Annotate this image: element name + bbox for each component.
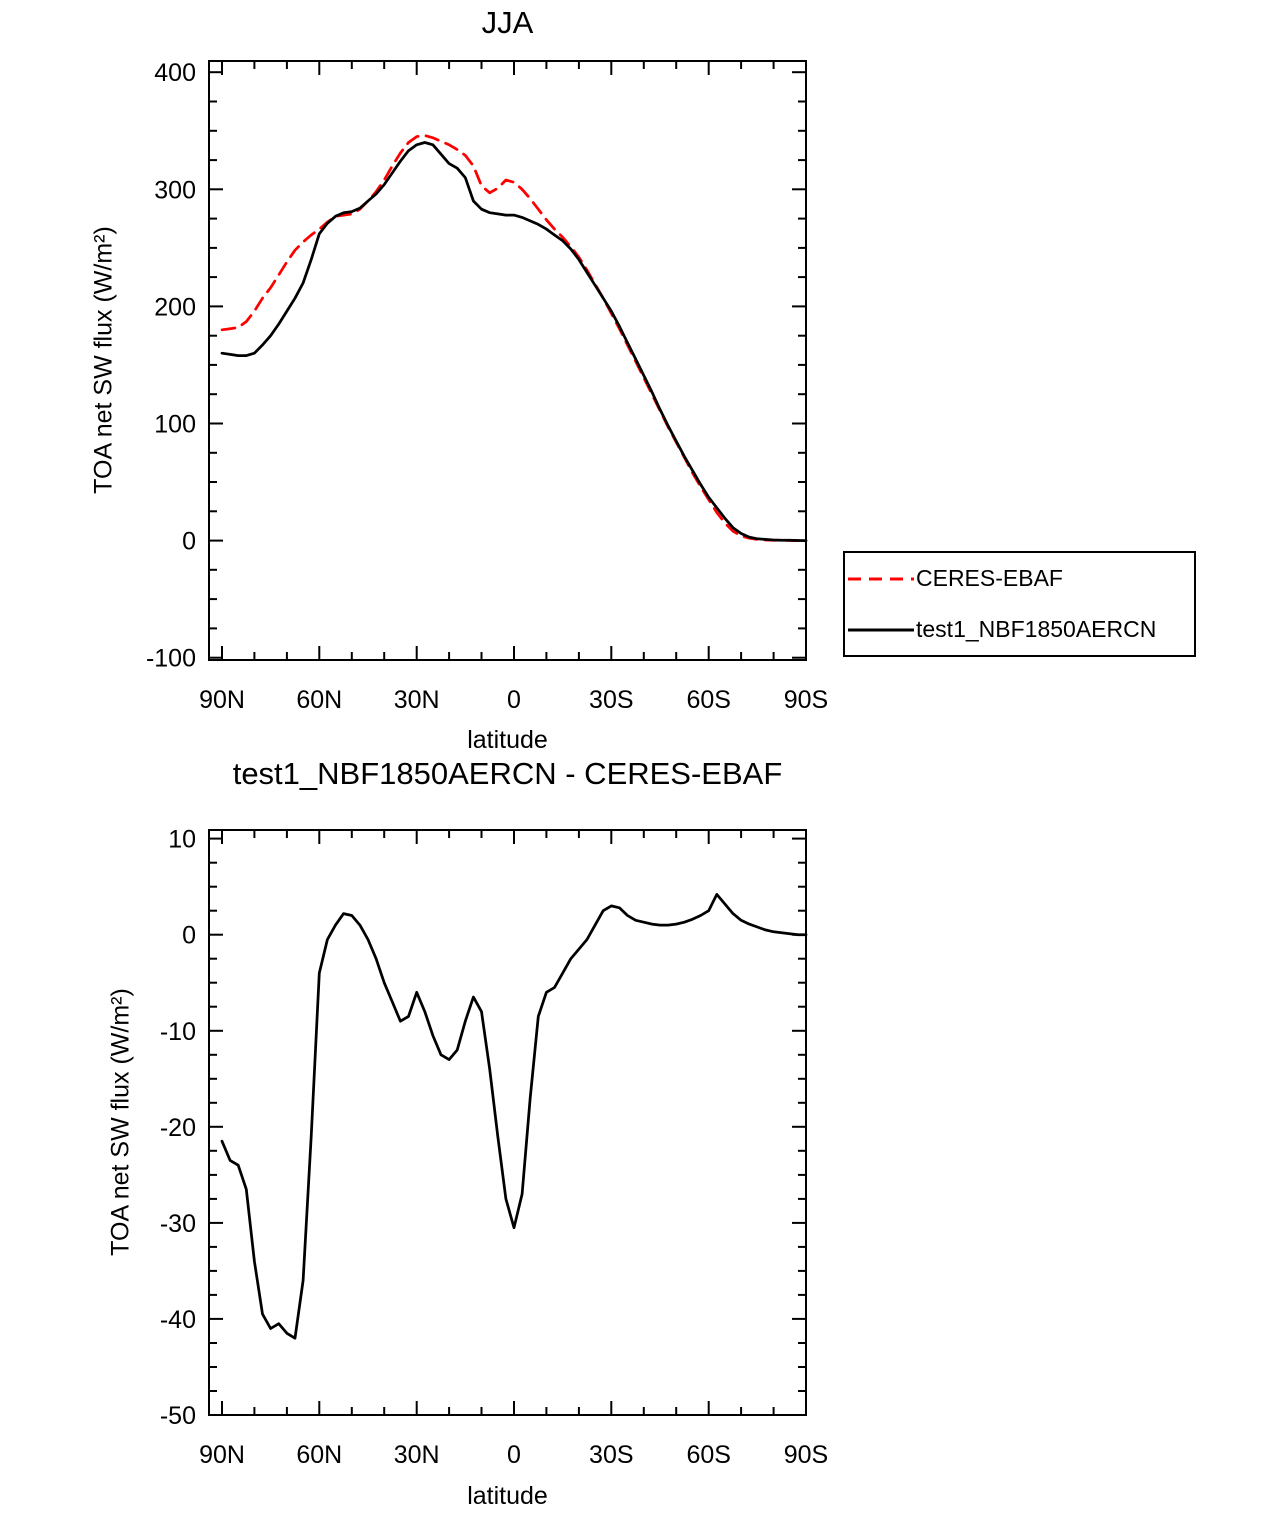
x-tick-label: 90N — [199, 1441, 245, 1469]
chart-1: 90N 60N 30N 0 30S 60S 90S 10 0 -10 -20 -30 -40 -50 — [160, 826, 828, 1469]
x-tick-label: 30S — [589, 686, 633, 714]
legend-label-test1: test1_NBF1850AERCN — [916, 616, 1157, 642]
y-tick-label: 400 — [154, 59, 196, 87]
legend-entry-ceres-ebaf: CERES-EBAF — [845, 553, 1194, 604]
x-tick-label: 60S — [686, 1441, 730, 1469]
y-tick-label: 10 — [168, 826, 196, 854]
x-tick-label: 30S — [589, 1441, 633, 1469]
legend-dashed-line-icon — [848, 577, 914, 580]
chart-1-series-0-line — [220, 893, 808, 1340]
top-chart-title: JJA — [481, 5, 534, 40]
y-tick-label: -20 — [160, 1114, 196, 1142]
legend-label-ceres-ebaf: CERES-EBAF — [916, 565, 1063, 591]
y-tick-label: 0 — [182, 528, 196, 556]
chart-1-ticks — [209, 830, 807, 1416]
y-tick-label: 300 — [154, 176, 196, 204]
top-chart-xlabel: latitude — [467, 726, 548, 754]
y-tick-label: -100 — [146, 645, 196, 673]
y-tick-label: 200 — [154, 293, 196, 321]
legend-solid-line-icon — [848, 628, 914, 631]
chart-1-frame — [208, 829, 807, 1416]
chart-0-ticks — [209, 61, 807, 660]
x-tick-label: 30N — [394, 686, 440, 714]
x-tick-label: 60N — [296, 686, 342, 714]
x-tick-label: 0 — [507, 686, 521, 714]
legend: CERES-EBAF test1_NBF1850AERCN — [843, 551, 1196, 657]
x-tick-label: 30N — [394, 1441, 440, 1469]
y-tick-label: -50 — [160, 1402, 196, 1430]
legend-entry-test1: test1_NBF1850AERCN — [845, 604, 1194, 655]
y-tick-label: 100 — [154, 411, 196, 439]
bottom-chart-ylabel: TOA net SW flux (W/m²) — [106, 988, 135, 1256]
x-tick-label: 90S — [784, 686, 828, 714]
chart-0: 90N 60N 30N 0 30S 60S 90S 400 300 200 100 0 -100 — [146, 59, 828, 714]
chart-1-tick-labels: 90N 60N 30N 0 30S 60S 90S 10 0 -10 -20 -30 -40 -50 — [160, 826, 828, 1469]
x-tick-label: 0 — [507, 1441, 521, 1469]
x-tick-label: 60S — [686, 686, 730, 714]
y-tick-label: -40 — [160, 1306, 196, 1334]
y-tick-label: 0 — [182, 922, 196, 950]
chart-0-series-0-line — [220, 134, 808, 542]
y-tick-label: -10 — [160, 1018, 196, 1046]
bottom-chart-title: test1_NBF1850AERCN - CERES-EBAF — [232, 756, 783, 791]
x-tick-label: 90N — [199, 686, 245, 714]
top-chart-ylabel: TOA net SW flux (W/m²) — [89, 226, 118, 494]
chart-0-tick-labels: 90N 60N 30N 0 30S 60S 90S 400 300 200 100 0 -100 — [146, 59, 828, 714]
x-tick-label: 60N — [296, 1441, 342, 1469]
chart-0-frame — [208, 60, 807, 661]
x-tick-label: 90S — [784, 1441, 828, 1469]
chart-0-series-1-line — [220, 141, 808, 542]
y-tick-label: -30 — [160, 1210, 196, 1238]
bottom-chart-xlabel: latitude — [467, 1482, 548, 1510]
